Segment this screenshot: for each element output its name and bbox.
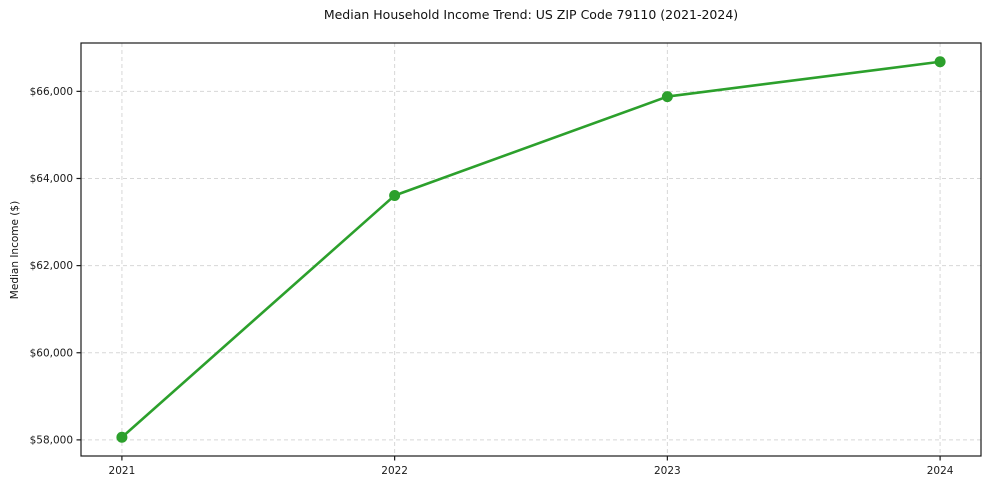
x-tick-label: 2022	[381, 465, 408, 477]
data-point	[389, 189, 401, 201]
y-tick-label: $62,000	[30, 260, 73, 272]
x-tick-label: 2023	[654, 465, 681, 477]
y-tick-label: $66,000	[30, 86, 73, 98]
y-tick-label: $60,000	[30, 347, 73, 359]
x-tick-label: 2024	[927, 465, 954, 477]
plot-frame	[80, 42, 982, 457]
data-point	[116, 431, 128, 443]
data-point	[661, 91, 673, 103]
x-tick-label: 2021	[109, 465, 136, 477]
y-tick-label: $58,000	[30, 434, 73, 446]
chart-title: Median Household Income Trend: US ZIP Co…	[323, 7, 739, 22]
trend-line	[120, 60, 942, 439]
data-point	[934, 56, 946, 68]
y-tick-label: $64,000	[30, 173, 73, 185]
